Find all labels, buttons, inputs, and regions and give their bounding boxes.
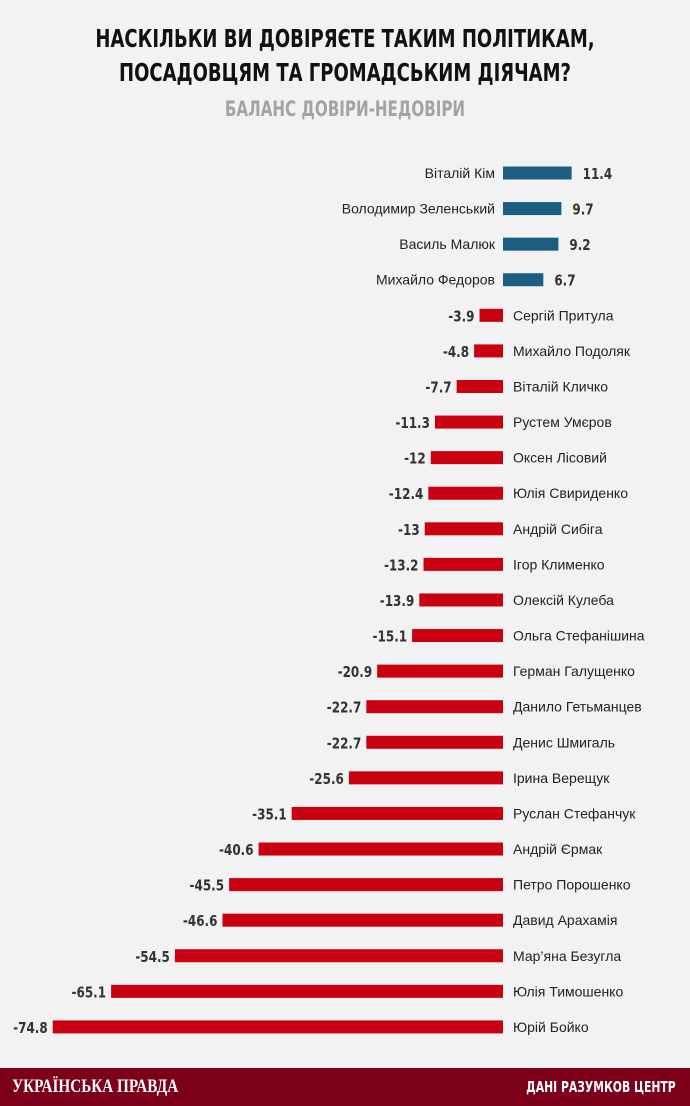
value-label: -7.7 — [425, 379, 451, 397]
category-label: Руслан Стефанчук — [513, 805, 636, 821]
bar — [419, 593, 503, 607]
bar — [111, 984, 504, 998]
publisher-logo: УКРАЇНСЬКА ПРАВДА — [12, 1076, 179, 1097]
value-label: -11.3 — [395, 415, 430, 433]
bar — [258, 842, 503, 856]
bar-chart: Віталій Кім 11.4 Володимир Зеленський 9.7 Ва… — [13, 165, 645, 1038]
value-label: -22.7 — [327, 699, 362, 717]
bar — [348, 771, 503, 785]
value-label: -74.8 — [13, 1020, 48, 1038]
value-label: -12.4 — [389, 486, 424, 504]
bar — [366, 735, 503, 749]
bar — [229, 878, 503, 892]
category-label: Давид Арахамія — [513, 912, 617, 928]
bar — [428, 486, 503, 500]
category-label: Михайло Подоляк — [513, 343, 631, 359]
value-label: -13.9 — [380, 593, 415, 611]
category-label: Рустем Умєров — [513, 414, 612, 430]
bar — [174, 949, 503, 963]
bar — [52, 1020, 503, 1034]
bar — [291, 806, 503, 820]
category-label: Петро Порошенко — [513, 877, 631, 893]
category-label: Юлія Тимошенко — [513, 983, 623, 999]
category-label: Андрій Єрмак — [513, 841, 603, 857]
category-label: Ірина Верещук — [513, 770, 610, 786]
bar — [366, 700, 503, 714]
category-label: Денис Шмигаль — [513, 734, 615, 750]
category-label: Віталій Кім — [425, 165, 495, 181]
category-label: Мар’яна Безугла — [513, 948, 621, 964]
value-label: -65.1 — [72, 984, 107, 1002]
category-label: Володимир Зеленський — [342, 201, 495, 217]
bar — [222, 913, 503, 927]
category-label: Юлія Свириденко — [513, 485, 628, 501]
bar — [474, 344, 503, 358]
value-label: 9.2 — [569, 237, 590, 255]
category-label: Оксен Лісовий — [513, 450, 607, 466]
chart-title-line-2: ПОСАДОВЦЯМ ТА ГРОМАДСЬКИМ ДІЯЧАМ? — [119, 58, 571, 87]
value-label: -4.8 — [443, 344, 469, 362]
bar — [503, 202, 562, 216]
value-label: -13.2 — [384, 557, 419, 575]
data-source: ДАНІ РАЗУМКОВ ЦЕНТР — [526, 1078, 676, 1096]
value-label: -45.5 — [190, 877, 225, 895]
bar — [503, 166, 572, 180]
value-label: -22.7 — [327, 735, 362, 753]
value-label: -20.9 — [338, 664, 373, 682]
bar — [434, 415, 503, 429]
chart-subtitle: БАЛАНС ДОВІРИ-НЕДОВІРИ — [224, 97, 466, 121]
category-label: Михайло Федоров — [376, 272, 495, 288]
category-label: Герман Галущенко — [513, 663, 635, 679]
footer: УКРАЇНСЬКА ПРАВДА ДАНІ РАЗУМКОВ ЦЕНТР — [0, 1068, 690, 1106]
value-label: 9.7 — [572, 201, 593, 219]
value-label: -54.5 — [135, 949, 170, 967]
category-label: Андрій Сибіга — [513, 521, 603, 537]
value-label: -12 — [404, 450, 426, 468]
category-label: Віталій Кличко — [513, 378, 608, 394]
value-label: -40.6 — [219, 842, 254, 860]
category-label: Олексій Кулеба — [513, 592, 614, 608]
bar — [412, 629, 503, 643]
bar — [503, 237, 559, 251]
category-label: Данило Гетьманцев — [513, 699, 642, 715]
value-label: -15.1 — [373, 628, 408, 646]
bar — [377, 664, 503, 678]
bar — [424, 522, 503, 536]
category-label: Ольга Стефанішина — [513, 628, 645, 644]
category-label: Василь Малюк — [399, 236, 496, 252]
category-label: Юрій Бойко — [513, 1019, 589, 1035]
value-label: -25.6 — [309, 771, 344, 789]
bar — [456, 379, 503, 393]
value-label: 6.7 — [554, 272, 575, 290]
bar — [479, 308, 503, 322]
value-label: 11.4 — [583, 166, 613, 184]
chart-title-line-1: НАСКІЛЬКИ ВИ ДОВІРЯЄТЕ ТАКИМ ПОЛІТИКАМ, — [95, 24, 595, 53]
bar — [430, 451, 503, 465]
category-label: Сергій Притула — [513, 307, 614, 323]
bar — [503, 273, 544, 287]
value-label: -3.9 — [448, 308, 474, 326]
value-label: -35.1 — [252, 806, 287, 824]
value-label: -46.6 — [183, 913, 218, 931]
category-label: Ігор Клименко — [513, 556, 605, 572]
value-label: -13 — [398, 522, 420, 540]
bar — [423, 557, 503, 571]
